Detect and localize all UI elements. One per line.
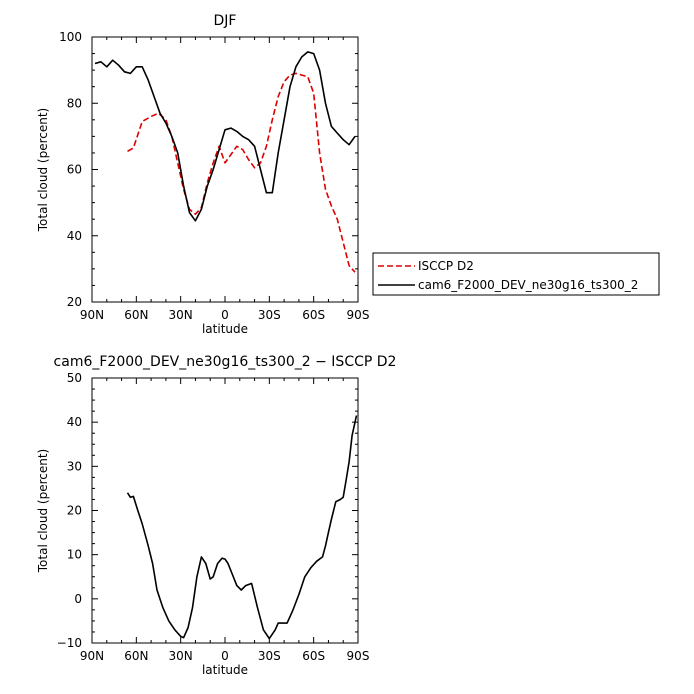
y-tick-label: 80: [67, 96, 82, 110]
x-tick-label: 30N: [169, 308, 193, 322]
x-tick-label: 0: [221, 649, 229, 663]
y-tick-label: −10: [57, 636, 82, 650]
x-tick-label: 30S: [258, 308, 281, 322]
bottom-panel: cam6_F2000_DEV_ne30g16_ts300_2 − ISCCP D…: [36, 354, 396, 677]
x-tick-label: 60S: [302, 308, 325, 322]
x-tick-label: 60N: [124, 649, 148, 663]
x-tick-label: 30N: [169, 649, 193, 663]
plot-frame: [91, 377, 359, 644]
y-tick-label: 20: [67, 295, 82, 309]
chart-title: DJF: [214, 13, 237, 29]
series-line-1: [94, 51, 356, 222]
chart-title: cam6_F2000_DEV_ne30g16_ts300_2 − ISCCP D…: [54, 354, 397, 370]
series-line-0: [126, 415, 358, 640]
plot-frame: [91, 36, 359, 303]
x-tick-label: 90S: [347, 649, 370, 663]
x-tick-label: 60S: [302, 649, 325, 663]
x-tick-label: 90N: [80, 308, 104, 322]
x-tick-label: 0: [221, 308, 229, 322]
x-axis-label: latitude: [202, 322, 248, 336]
x-tick-label: 90N: [80, 649, 104, 663]
y-tick-label: 50: [67, 371, 82, 385]
y-axis-label: Total cloud (percent): [36, 108, 50, 232]
x-tick-label: 90S: [347, 308, 370, 322]
y-tick-label: 10: [67, 548, 82, 562]
legend: ISCCP D2 cam6_F2000_DEV_ne30g16_ts300_2: [372, 252, 660, 296]
legend-label: ISCCP D2: [418, 259, 474, 273]
y-tick-label: 40: [67, 415, 82, 429]
y-tick-label: 60: [67, 163, 82, 177]
y-tick-label: 30: [67, 459, 82, 473]
series-line-0: [127, 72, 356, 273]
x-tick-label: 30S: [258, 649, 281, 663]
y-axis-label: Total cloud (percent): [36, 449, 50, 573]
y-tick-label: 0: [74, 592, 82, 606]
x-axis-label: latitude: [202, 663, 248, 677]
y-tick-label: 20: [67, 504, 82, 518]
y-tick-label: 100: [59, 30, 82, 44]
y-tick-label: 40: [67, 229, 82, 243]
x-tick-label: 60N: [124, 308, 148, 322]
top-panel: DJF 90N 60N 30N 0 30S 60S 90S 20 40 60 80 100 latitud…: [36, 13, 369, 336]
legend-label: cam6_F2000_DEV_ne30g16_ts300_2: [418, 278, 638, 292]
legend-box: [372, 252, 660, 296]
